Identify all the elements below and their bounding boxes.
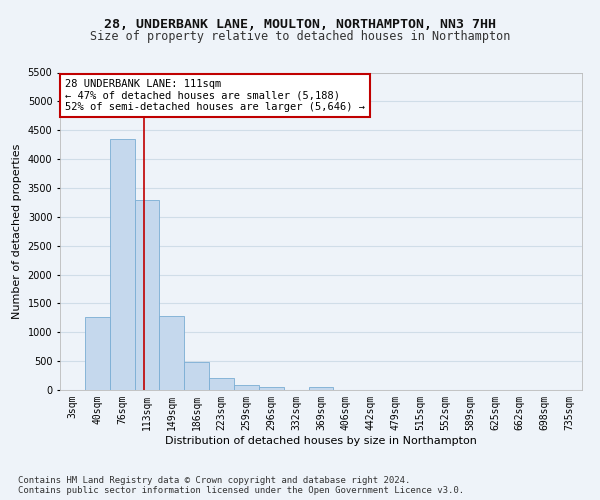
Bar: [234, 385, 259, 390]
Bar: [134, 200, 160, 390]
Bar: [259, 386, 284, 390]
Text: 28 UNDERBANK LANE: 111sqm
← 47% of detached houses are smaller (5,188)
52% of se: 28 UNDERBANK LANE: 111sqm ← 47% of detac…: [65, 79, 365, 112]
Bar: [308, 387, 334, 390]
Text: Contains HM Land Registry data © Crown copyright and database right 2024.: Contains HM Land Registry data © Crown c…: [18, 476, 410, 485]
Bar: [160, 316, 184, 390]
Bar: [184, 362, 209, 390]
Text: Size of property relative to detached houses in Northampton: Size of property relative to detached ho…: [90, 30, 510, 43]
Y-axis label: Number of detached properties: Number of detached properties: [12, 144, 22, 319]
Bar: [110, 139, 134, 390]
Bar: [209, 378, 234, 390]
Text: Contains public sector information licensed under the Open Government Licence v3: Contains public sector information licen…: [18, 486, 464, 495]
Text: 28, UNDERBANK LANE, MOULTON, NORTHAMPTON, NN3 7HH: 28, UNDERBANK LANE, MOULTON, NORTHAMPTON…: [104, 18, 496, 30]
Bar: [85, 316, 110, 390]
X-axis label: Distribution of detached houses by size in Northampton: Distribution of detached houses by size …: [165, 436, 477, 446]
